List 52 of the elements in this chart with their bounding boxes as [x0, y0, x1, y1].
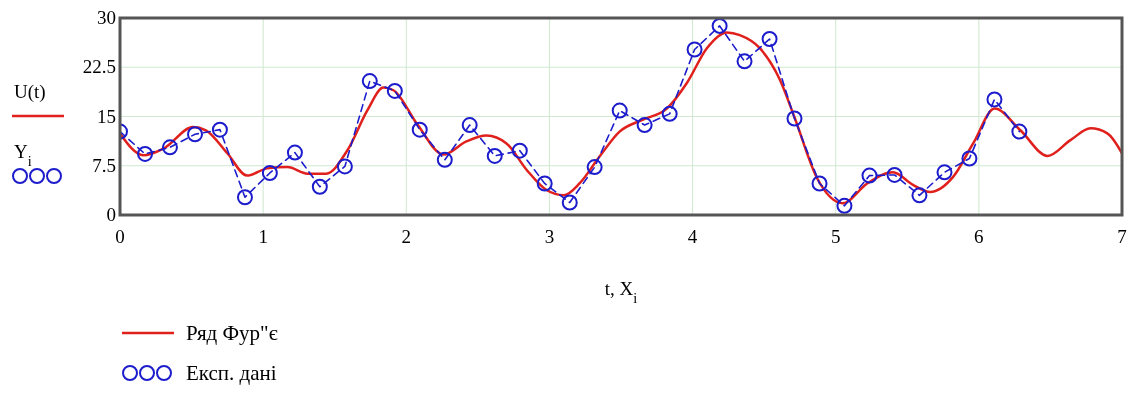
- point: [411, 121, 428, 138]
- point: [236, 189, 253, 206]
- point: [286, 144, 303, 161]
- point: [1011, 123, 1028, 140]
- y-tick-label: 0: [106, 204, 116, 225]
- point: [336, 158, 353, 175]
- point: [911, 187, 928, 204]
- point: [986, 91, 1003, 108]
- point: [736, 53, 753, 70]
- legend-label: Ряд Фур"є: [186, 321, 278, 345]
- point: [486, 147, 503, 164]
- x-tick-label: 4: [687, 226, 698, 247]
- point: [936, 164, 953, 181]
- x-tick-label: 5: [830, 226, 841, 247]
- y-tick-label: 7.5: [92, 154, 116, 176]
- x-tick-label: 6: [974, 226, 984, 247]
- legend-label: Експ. дані: [186, 361, 277, 385]
- point: [886, 166, 903, 183]
- point: [361, 73, 378, 90]
- x-tick-label: 3: [544, 226, 555, 247]
- point: [187, 126, 204, 143]
- point: [686, 41, 703, 58]
- point: [261, 164, 278, 181]
- point: [511, 142, 528, 159]
- y-tick-label: 30: [97, 7, 116, 28]
- point: [536, 175, 553, 192]
- point: [137, 145, 154, 162]
- x-axis-title: t, X$_{i}$: [604, 278, 638, 306]
- point: [661, 105, 678, 122]
- point: [386, 82, 403, 99]
- point: [961, 150, 978, 167]
- point: [786, 110, 803, 127]
- point: [561, 194, 578, 211]
- point: [436, 151, 453, 168]
- point: [711, 17, 728, 34]
- x-tick-label: 1: [258, 226, 268, 247]
- point: [636, 117, 653, 134]
- point: [836, 197, 853, 214]
- point: [311, 178, 328, 195]
- text: U(t) Y$_{i}$: [14, 81, 46, 169]
- point: [761, 31, 778, 48]
- y-tick-label: 15: [97, 105, 116, 127]
- point: [161, 139, 178, 156]
- point: [811, 175, 828, 192]
- point: [211, 121, 228, 138]
- point: [461, 117, 478, 134]
- y-tick-label: 22.5: [82, 56, 116, 78]
- point: [611, 102, 628, 119]
- x-tick-label: 7: [1117, 226, 1127, 247]
- x-tick-label: 2: [401, 226, 412, 247]
- point: [861, 167, 878, 184]
- point: [586, 159, 603, 176]
